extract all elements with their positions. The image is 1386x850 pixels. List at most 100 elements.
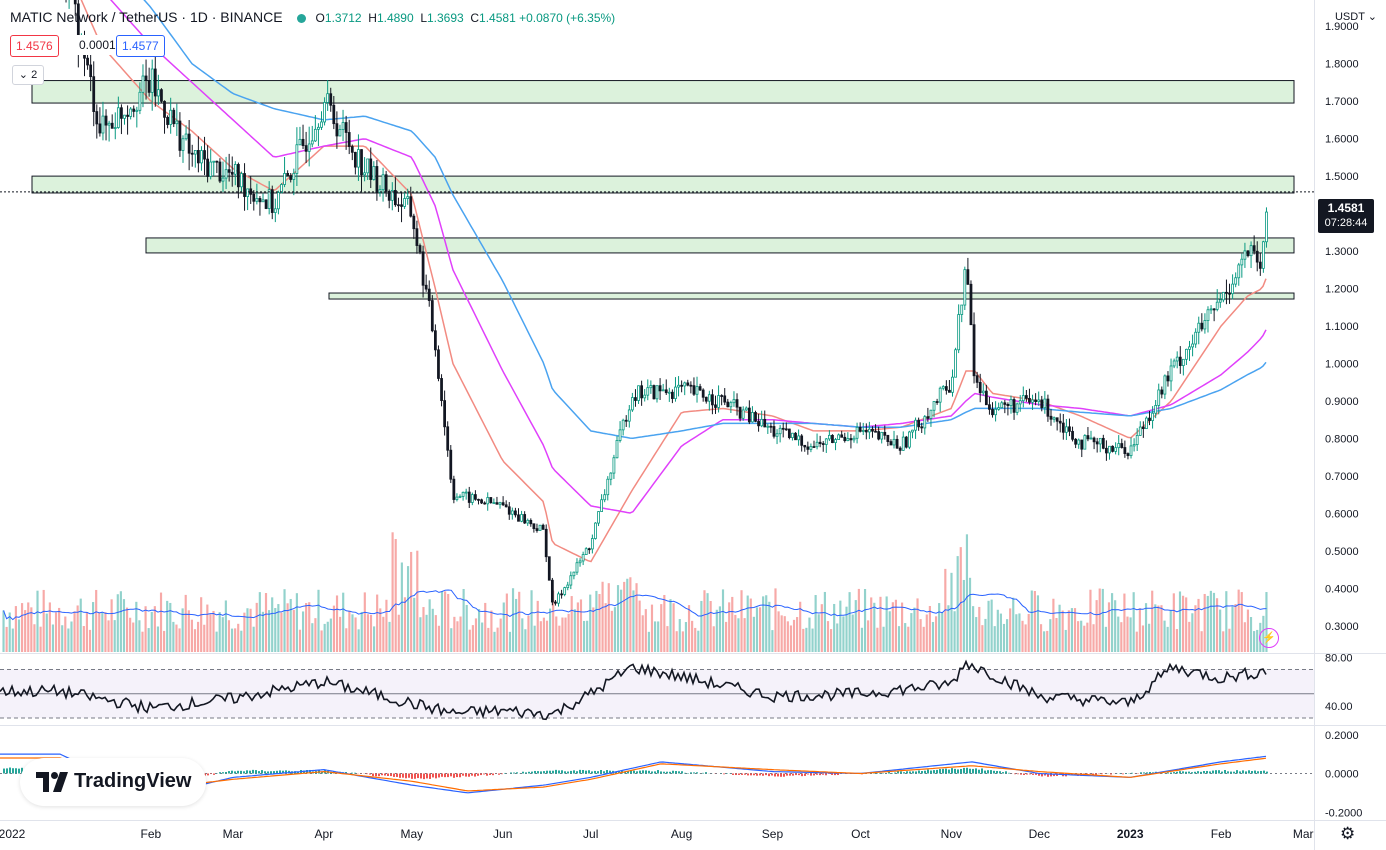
volume-bar <box>626 578 629 652</box>
macd-histogram-bar <box>576 771 578 774</box>
currency-selector[interactable]: USDT ⌄ <box>1326 10 1386 23</box>
candle-body <box>637 385 640 401</box>
volume-bar <box>252 626 255 652</box>
macd-histogram-bar <box>255 770 257 774</box>
macd-histogram-bar <box>963 767 965 774</box>
volume-bar <box>876 627 879 652</box>
candle-body <box>683 382 687 387</box>
candle-body <box>430 300 434 332</box>
candle-body <box>1148 417 1151 421</box>
macd-histogram-bar <box>1041 773 1043 777</box>
volume-bar <box>243 612 246 652</box>
macd-histogram-bar <box>1251 771 1253 774</box>
volume-bar <box>527 615 530 652</box>
candle-body <box>246 188 250 197</box>
macd-histogram-bar <box>1032 773 1034 775</box>
candle-body <box>406 196 410 199</box>
volume-bar <box>928 605 931 652</box>
volume-bar <box>474 618 478 652</box>
volume-bar <box>42 589 45 652</box>
volume-bar <box>817 614 820 652</box>
macd-histogram-bar <box>690 772 692 774</box>
volume-bar <box>1052 598 1055 652</box>
candle-body <box>120 107 123 119</box>
candle-body <box>720 395 724 397</box>
candle-body <box>193 150 197 155</box>
volume-bar <box>731 596 734 652</box>
macd-histogram-bar <box>900 771 902 774</box>
price-tick-label: 1.7000 <box>1325 96 1359 108</box>
candle-body <box>618 429 622 441</box>
volume-bar <box>477 609 481 652</box>
indicators-toggle[interactable]: ⌄ 2 <box>12 65 44 85</box>
candle-body <box>1046 398 1050 417</box>
candle-body <box>707 394 711 402</box>
candle-body <box>815 441 819 448</box>
candle-body <box>744 407 748 411</box>
macd-histogram-bar <box>282 770 284 774</box>
candle-body <box>1043 398 1047 409</box>
candle-body <box>1018 400 1022 405</box>
macd-histogram-bar <box>978 769 980 774</box>
macd-histogram-bar <box>1173 772 1175 774</box>
macd-histogram-bar <box>1236 770 1238 774</box>
macd-histogram-bar <box>408 773 410 778</box>
volume-bar <box>984 618 987 652</box>
volume-bar <box>925 614 928 652</box>
candle-body <box>237 164 240 188</box>
volume-bar <box>681 631 684 652</box>
volume-bar <box>159 592 163 652</box>
candle-body <box>341 122 345 130</box>
macd-histogram-bar <box>267 771 269 774</box>
macd-histogram-bar <box>12 768 14 774</box>
volume-bar <box>783 616 786 652</box>
candle-body <box>95 111 99 125</box>
bolt-icon[interactable]: ⚡ <box>1259 628 1279 648</box>
rsi-line <box>0 659 1267 721</box>
candle-body <box>424 284 428 290</box>
chevron-down-icon: ⌄ <box>1367 11 1378 23</box>
candle-body <box>738 406 742 419</box>
candle-body <box>1049 415 1053 420</box>
candle-body <box>535 528 539 531</box>
candle-body <box>803 444 807 448</box>
volume-bar <box>1114 600 1117 652</box>
candle-body <box>926 416 930 419</box>
volume-bar <box>1104 626 1107 652</box>
candle-body <box>1092 437 1096 443</box>
price-tick-label: 0.4000 <box>1325 583 1359 595</box>
symbol-title[interactable]: MATIC Network / TetherUS · 1D · BINANCE <box>10 9 283 25</box>
volume-bar <box>138 620 141 652</box>
macd-histogram-bar <box>1212 770 1214 774</box>
macd-histogram-bar <box>345 772 347 774</box>
volume-bar <box>132 622 135 652</box>
candle-body <box>1000 402 1004 409</box>
candle-body <box>621 419 625 431</box>
candle-body <box>366 158 370 174</box>
candle-body <box>991 408 994 416</box>
candle-body <box>763 418 767 428</box>
volume-bar <box>339 616 342 652</box>
macd-histogram-bar <box>492 773 494 776</box>
candle-body <box>954 349 957 378</box>
macd-histogram-bar <box>897 770 899 774</box>
candle-body <box>375 166 379 193</box>
volume-bar <box>76 605 79 652</box>
candle-body <box>948 389 951 393</box>
candle-body <box>181 138 185 151</box>
tradingview-logo[interactable]: TradingView <box>20 758 206 806</box>
candle-body <box>378 189 382 193</box>
volume-bar <box>125 607 129 652</box>
candle-body <box>603 494 607 501</box>
gear-icon[interactable]: ⚙ <box>1340 824 1356 843</box>
candle-body <box>480 499 483 504</box>
sell-button[interactable]: 1.4576 <box>10 35 59 57</box>
volume-bar <box>913 607 916 652</box>
moving-average-line <box>109 0 1267 514</box>
buy-button[interactable]: 1.4577 <box>116 35 165 57</box>
candle-body <box>344 122 348 133</box>
macd-histogram-bar <box>693 772 695 774</box>
volume-bar <box>268 610 271 652</box>
macd-histogram-bar <box>816 773 818 775</box>
